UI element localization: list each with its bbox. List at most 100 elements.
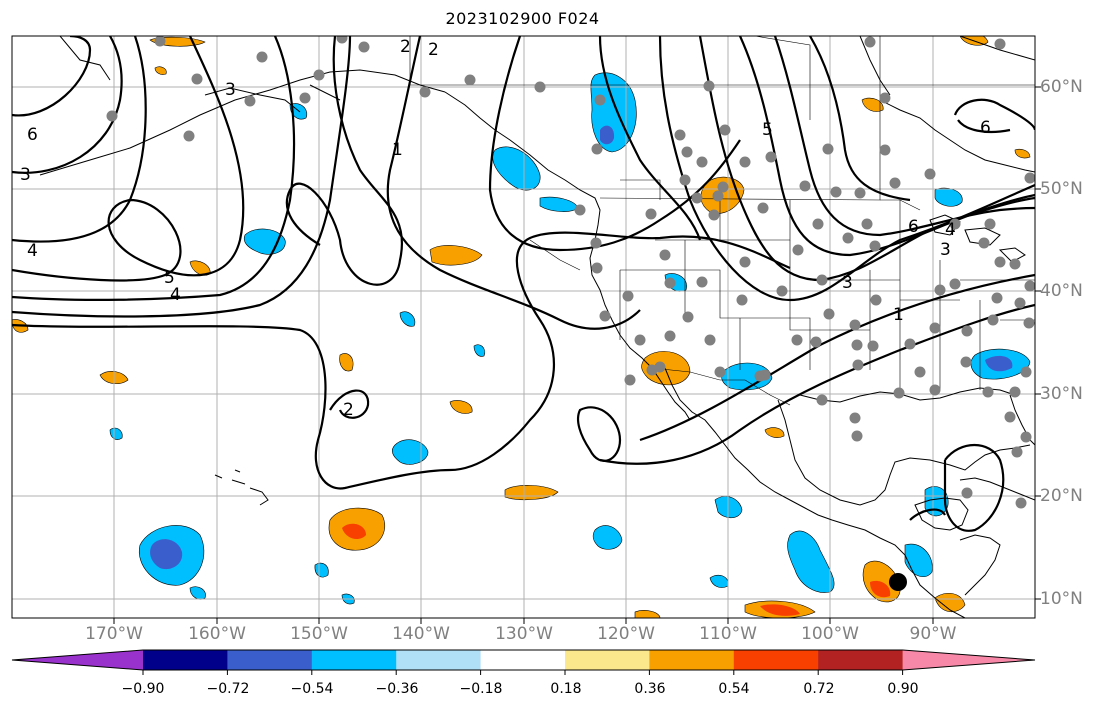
station-dot	[696, 156, 708, 168]
station-dot	[904, 338, 916, 350]
lon-label: 140°W	[392, 624, 450, 644]
colorbar-tick-label: −0.90	[121, 681, 165, 697]
station-dot	[799, 180, 811, 192]
contour-lines	[12, 36, 1035, 532]
station-dot	[419, 86, 431, 98]
station-dot	[703, 80, 715, 92]
station-dot	[879, 92, 891, 104]
lon-label: 110°W	[699, 624, 757, 644]
station-dot	[852, 359, 864, 371]
colorbar-segment	[311, 650, 397, 670]
station-dot	[313, 69, 325, 81]
station-dot	[1015, 497, 1027, 509]
station-dot	[864, 36, 876, 48]
station-dot	[736, 294, 748, 306]
colorbar-segment	[227, 650, 313, 670]
colorbar-segment	[818, 650, 904, 670]
station-dot	[754, 370, 766, 382]
station-dot	[982, 386, 994, 398]
station-dot	[960, 356, 972, 368]
station-dot	[256, 51, 268, 63]
station-dot	[929, 384, 941, 396]
station-dot	[154, 36, 166, 47]
contour-label: 4	[27, 241, 38, 261]
station-dot	[994, 256, 1006, 268]
station-dot	[867, 340, 879, 352]
station-dot	[861, 218, 873, 230]
station-dot	[645, 208, 657, 220]
station-dot	[929, 322, 941, 334]
station-dot	[696, 276, 708, 288]
colorbar-tick-label: 0.18	[550, 681, 582, 697]
station-dot	[358, 41, 370, 53]
station-dot	[870, 294, 882, 306]
contour-label: 5	[762, 120, 773, 140]
lon-label: 170°W	[85, 624, 143, 644]
station-dot	[591, 262, 603, 274]
contour-label: 3	[20, 165, 31, 185]
station-dot	[1020, 431, 1032, 443]
station-dot	[1011, 446, 1023, 458]
station-dot	[1014, 297, 1026, 309]
station-dot	[757, 202, 769, 214]
station-dot	[717, 181, 729, 193]
station-markers	[106, 36, 1035, 509]
colorbar-segment	[480, 650, 566, 670]
station-dot	[822, 143, 834, 155]
lon-label: 100°W	[801, 624, 859, 644]
station-dot	[599, 310, 611, 322]
contour-label: 4	[170, 285, 181, 305]
station-dot	[1024, 280, 1035, 292]
lon-label: 120°W	[597, 624, 655, 644]
station-dot	[624, 374, 636, 386]
colorbar-tick-label: 0.54	[718, 681, 750, 697]
station-dot	[591, 143, 603, 155]
station-dot	[594, 94, 606, 106]
lat-label: 10°N	[1040, 589, 1083, 609]
lat-label: 50°N	[1040, 179, 1083, 199]
station-dot	[183, 130, 195, 142]
station-dot	[924, 168, 936, 180]
colorbar-tick-label: 0.72	[803, 681, 835, 697]
colorbar-segment	[733, 650, 819, 670]
station-dot	[869, 240, 881, 252]
station-dot	[574, 204, 586, 216]
contour-label: 3	[940, 240, 951, 260]
station-dot	[984, 218, 996, 230]
station-dot	[299, 92, 311, 104]
station-dot	[244, 95, 256, 107]
station-dot	[739, 156, 751, 168]
contour-label: 6	[27, 125, 38, 145]
map-title: 2023102900 F024	[445, 9, 600, 28]
station-dot	[590, 237, 602, 249]
station-dot	[816, 274, 828, 286]
station-dot	[851, 430, 863, 442]
station-dot	[622, 290, 634, 302]
station-dot	[664, 277, 676, 289]
colorbar	[11, 649, 1036, 675]
contour-label: 4	[945, 220, 956, 240]
station-dot	[812, 218, 824, 230]
station-dot	[889, 177, 901, 189]
station-dot	[765, 151, 777, 163]
coastlines	[39, 36, 1035, 618]
station-dot	[961, 487, 973, 499]
station-dot	[994, 38, 1006, 50]
station-dot	[791, 334, 803, 346]
station-dot	[191, 73, 203, 85]
station-dot	[534, 81, 546, 93]
station-dot	[914, 366, 926, 378]
station-dot	[810, 336, 822, 348]
contour-label-group: 6 3 4 5 4 3 2 2 1 2 3 6 5 6 4 3 1	[20, 37, 991, 420]
station-dot	[1009, 258, 1021, 270]
station-dot	[987, 314, 999, 326]
colorbar-segment	[143, 650, 228, 670]
station-dot	[823, 308, 835, 320]
station-dot	[681, 146, 693, 158]
station-dot	[854, 187, 866, 199]
contour-label: 3	[842, 273, 853, 293]
station-dot	[991, 292, 1003, 304]
station-dot	[704, 334, 716, 346]
station-dot	[691, 192, 703, 204]
